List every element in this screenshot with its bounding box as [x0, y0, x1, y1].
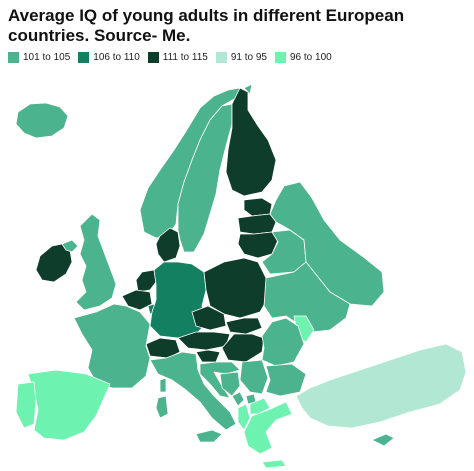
region-crete [261, 459, 287, 469]
map-title: Average IQ of young adults in different … [8, 6, 405, 45]
region-croatia [199, 361, 241, 399]
region-romania [261, 317, 305, 367]
region-iceland [15, 102, 69, 139]
legend-label: 106 to 110 [93, 52, 140, 63]
legend-label: 96 to 100 [290, 52, 332, 63]
legend-label: 91 to 95 [230, 52, 267, 63]
legend-label: 111 to 115 [162, 52, 208, 63]
region-portugal [15, 381, 37, 429]
region-sweden [177, 103, 233, 253]
region-latvia [237, 213, 277, 235]
region-russia [269, 181, 385, 307]
legend: 101 to 105 106 to 110 111 to 115 91 to 9… [8, 52, 340, 63]
region-belgium [121, 289, 153, 311]
legend-swatch [8, 52, 19, 63]
region-hungary [221, 333, 265, 363]
region-finland [225, 87, 277, 197]
region-netherlands [135, 269, 157, 293]
legend-swatch [147, 52, 159, 63]
region-turkey [295, 343, 467, 429]
region-bulgaria [265, 363, 307, 397]
region-italy [149, 351, 237, 431]
region-sicily [195, 429, 223, 443]
region-switzerland [145, 337, 181, 359]
legend-label: 101 to 105 [23, 52, 71, 63]
region-greece [243, 401, 293, 455]
legend-swatch [215, 52, 227, 63]
legend-item: 96 to 100 [275, 52, 332, 63]
region-sardinia [155, 395, 169, 419]
region-svalbard-hint [243, 83, 253, 95]
legend-item: 111 to 115 [147, 52, 208, 63]
region-ukraine [263, 261, 351, 333]
region-denmark [155, 227, 181, 263]
region-albania [237, 403, 251, 431]
region-spain [27, 369, 111, 441]
region-austria [177, 331, 231, 351]
legend-swatch [275, 52, 286, 63]
region-northern-ireland [61, 239, 79, 253]
region-north-macedonia [249, 397, 271, 415]
legend-swatch [78, 52, 90, 63]
region-ireland [35, 243, 73, 283]
region-slovenia [195, 349, 221, 363]
region-serbia [239, 359, 269, 395]
region-slovakia [225, 317, 263, 335]
region-cyprus [371, 433, 395, 447]
region-czechia [191, 305, 227, 331]
legend-item: 101 to 105 [8, 52, 70, 63]
region-france [73, 303, 151, 389]
region-montenegro [231, 391, 245, 407]
legend-item: 91 to 95 [215, 52, 267, 63]
region-bosnia [219, 371, 241, 397]
legend-item: 106 to 110 [78, 52, 140, 63]
region-estonia [243, 197, 273, 217]
region-corsica [159, 377, 167, 393]
region-great-britain [75, 213, 117, 311]
